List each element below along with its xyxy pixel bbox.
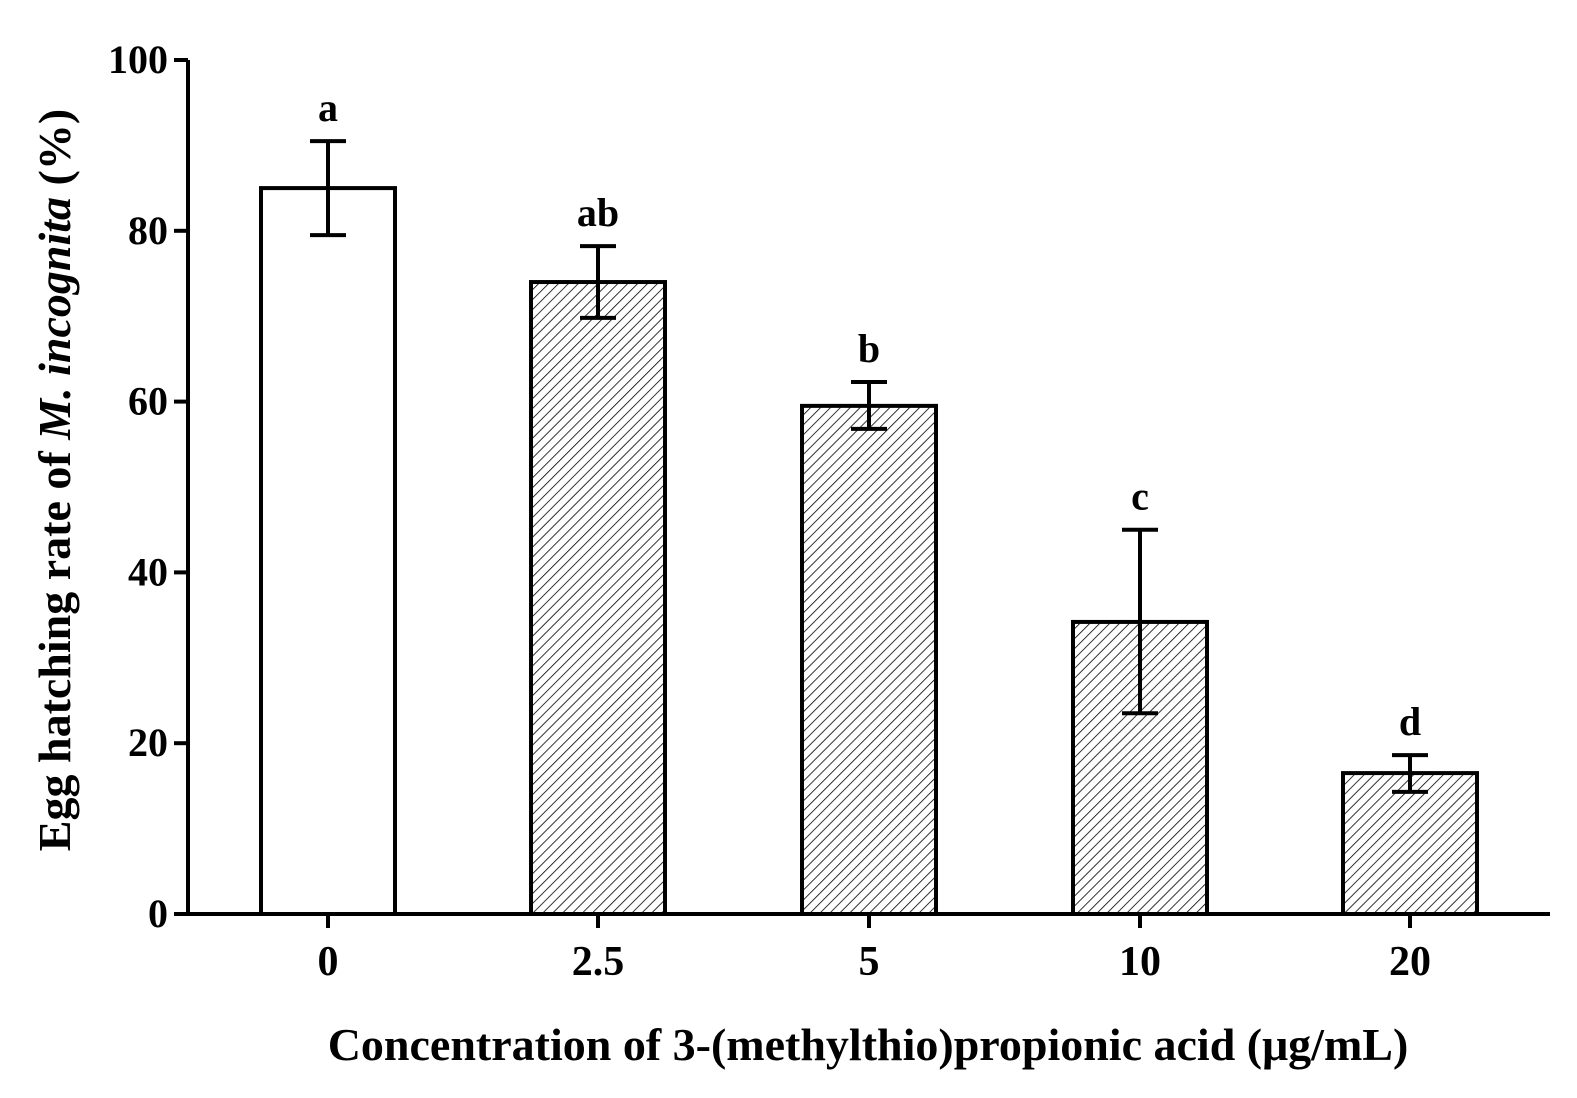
significance-letters: a ab b c d: [318, 85, 1421, 744]
x-ticks: 0 2.5 5 10 20: [318, 914, 1431, 985]
y-tick-label-80: 80: [128, 208, 168, 253]
x-tick-label-5: 5: [859, 939, 880, 985]
y-axis-title: Egg hatching rate of M. incognita (%): [29, 109, 80, 851]
y-tick-label-60: 60: [128, 379, 168, 424]
significance-letter-10: c: [1131, 474, 1149, 519]
y-ticks: 0 20 40 60 80 100: [108, 37, 188, 936]
significance-letter-0: a: [318, 85, 338, 130]
bar-20: [1341, 771, 1479, 917]
significance-letter-20: d: [1399, 699, 1421, 744]
y-axis-title-suffix: (%): [29, 109, 80, 197]
significance-letter-2.5: ab: [577, 190, 619, 235]
x-tick-label-0: 0: [318, 939, 339, 985]
y-tick-label-100: 100: [108, 37, 168, 82]
y-tick-label-20: 20: [128, 720, 168, 765]
x-axis-title: Concentration of 3-(methylthio)propionic…: [328, 1019, 1409, 1070]
error-bars: [310, 139, 1428, 794]
x-tick-label-2.5: 2.5: [572, 939, 625, 985]
y-tick-label-0: 0: [148, 891, 168, 936]
x-tick-label-10: 10: [1119, 939, 1161, 985]
bars: [259, 186, 1479, 917]
significance-letter-5: b: [858, 326, 880, 371]
y-axis-title-prefix: Egg hatching rate of: [29, 440, 80, 851]
y-tick-label-40: 40: [128, 549, 168, 594]
y-axis-title-italic: M. incognita: [29, 197, 80, 441]
x-tick-label-20: 20: [1389, 939, 1431, 985]
bar-2.5: [529, 280, 667, 917]
bar-0: [259, 186, 397, 917]
bar-5: [800, 403, 938, 916]
